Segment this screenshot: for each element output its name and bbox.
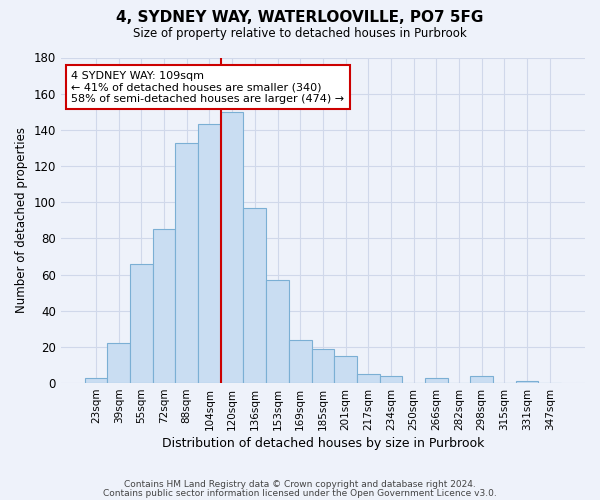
Bar <box>425 378 448 383</box>
Bar <box>107 344 130 383</box>
Text: Size of property relative to detached houses in Purbrook: Size of property relative to detached ho… <box>133 28 467 40</box>
Bar <box>130 264 152 383</box>
Bar <box>334 356 357 383</box>
Bar <box>244 208 266 383</box>
Text: 4 SYDNEY WAY: 109sqm
← 41% of detached houses are smaller (340)
58% of semi-deta: 4 SYDNEY WAY: 109sqm ← 41% of detached h… <box>71 70 344 104</box>
Bar <box>289 340 311 383</box>
X-axis label: Distribution of detached houses by size in Purbrook: Distribution of detached houses by size … <box>162 437 484 450</box>
Bar <box>357 374 380 383</box>
Bar <box>470 376 493 383</box>
Bar <box>198 124 221 383</box>
Bar <box>221 112 244 383</box>
Bar <box>311 348 334 383</box>
Bar <box>152 230 175 383</box>
Bar <box>85 378 107 383</box>
Bar <box>380 376 403 383</box>
Bar <box>516 382 538 383</box>
Text: Contains HM Land Registry data © Crown copyright and database right 2024.: Contains HM Land Registry data © Crown c… <box>124 480 476 489</box>
Y-axis label: Number of detached properties: Number of detached properties <box>15 128 28 314</box>
Text: 4, SYDNEY WAY, WATERLOOVILLE, PO7 5FG: 4, SYDNEY WAY, WATERLOOVILLE, PO7 5FG <box>116 10 484 25</box>
Bar <box>175 142 198 383</box>
Text: Contains public sector information licensed under the Open Government Licence v3: Contains public sector information licen… <box>103 489 497 498</box>
Bar <box>266 280 289 383</box>
